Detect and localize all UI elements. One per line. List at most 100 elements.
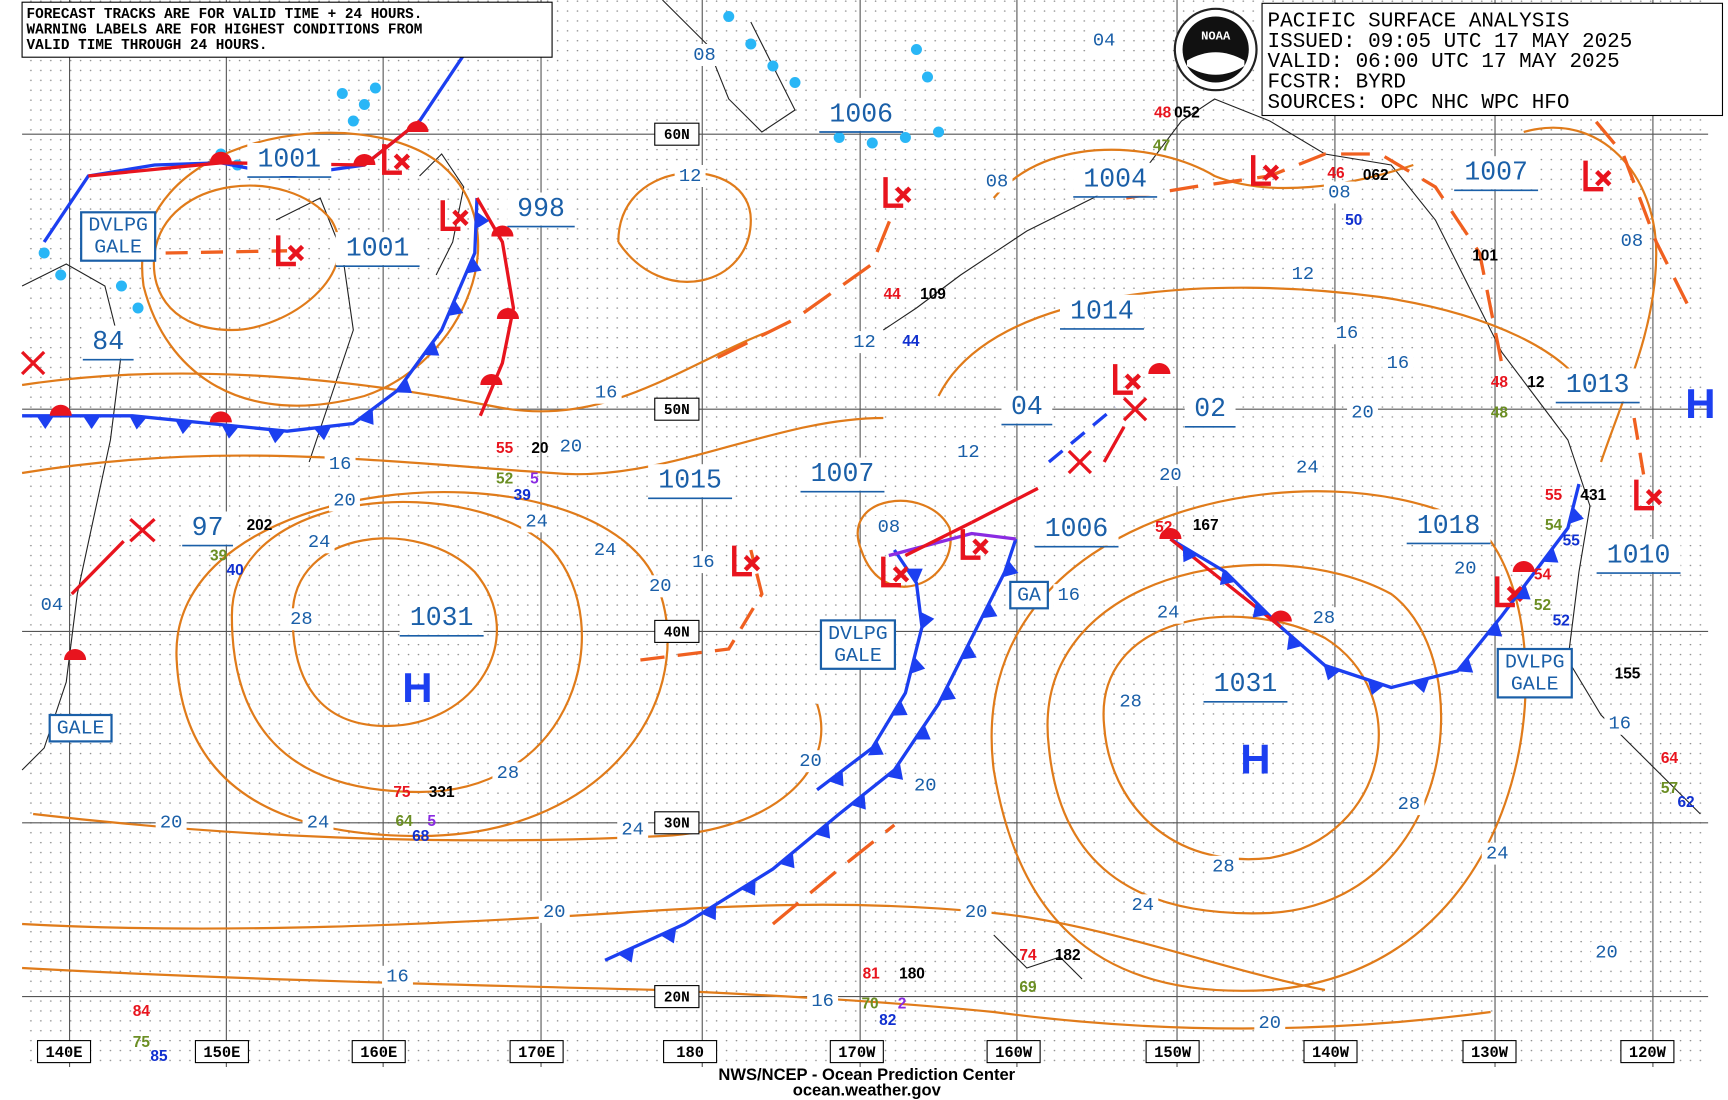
isobar-label-bg — [1347, 401, 1378, 424]
isobar-label-bg — [1323, 181, 1355, 204]
isobar-label-bg — [1481, 842, 1513, 865]
front-symbol — [358, 409, 374, 425]
front-symbol — [828, 770, 844, 787]
info-box — [1261, 2, 1724, 117]
front-symbol — [1412, 678, 1430, 693]
front-symbol — [1003, 560, 1019, 578]
pressure-center: 97 — [192, 513, 224, 543]
isobars — [21, 126, 1658, 1030]
lon-label: 170W — [838, 1044, 876, 1062]
isobar-label: 16 — [595, 382, 618, 404]
isobar-label-bg — [873, 515, 905, 538]
front-symbol — [396, 378, 413, 394]
station-value: 47 — [1153, 137, 1170, 154]
front-symbol — [1182, 546, 1198, 563]
lat-label: 60N — [664, 128, 690, 144]
front-symbol — [1486, 621, 1503, 637]
isobar-label-bg — [1591, 941, 1623, 964]
lat-label-box — [654, 122, 700, 146]
low-symbol — [1112, 364, 1142, 395]
isobar-label: 08 — [986, 170, 1009, 192]
pressure-label-bg — [182, 511, 233, 545]
station-value: 84 — [133, 1003, 151, 1020]
station-value: 81 — [863, 966, 881, 983]
low-symbol — [440, 200, 469, 232]
isobar-label-bg — [1616, 229, 1648, 252]
isobar-label-bg — [1154, 464, 1186, 487]
station-value: 180 — [899, 966, 925, 983]
lon-label-box — [663, 1040, 718, 1064]
low-symbol — [960, 529, 989, 560]
station-value: 5 — [530, 471, 539, 488]
isobar-label: 20 — [1351, 401, 1374, 423]
isobar-label: 20 — [1159, 464, 1182, 486]
isobar-label: 20 — [1259, 1012, 1282, 1034]
lon-label: 140W — [1312, 1044, 1350, 1062]
isobar-label-bg — [1449, 557, 1481, 580]
info-line: VALID: 06:00 UTC 17 MAY 2025 — [1268, 51, 1620, 74]
isobar-label-bg — [1254, 1012, 1286, 1034]
isobar-label-bg — [155, 811, 187, 834]
high-center: H — [1685, 380, 1715, 427]
low-symbol — [883, 177, 912, 208]
isobar-label-bg — [849, 331, 881, 354]
warm-front-symbol — [480, 374, 503, 385]
front-symbol — [914, 724, 931, 740]
isobar-label-bg — [1604, 712, 1636, 735]
station-value: 5 — [427, 813, 436, 830]
warning-box — [1496, 647, 1573, 699]
station-value: 062 — [1363, 167, 1389, 184]
warm-front-symbol — [1148, 363, 1171, 374]
front-symbol — [1542, 547, 1559, 563]
high-center: H — [402, 664, 432, 711]
lon-label-box — [829, 1040, 884, 1064]
lat-label-box — [654, 397, 700, 421]
isobar-label-bg — [909, 774, 941, 797]
pressure-center: 84 — [92, 327, 124, 357]
isobar-label: 16 — [811, 990, 834, 1012]
isobar-label: 08 — [1621, 230, 1644, 252]
pressure-label-bg — [335, 232, 420, 266]
info-line: ISSUED: 09:05 UTC 17 MAY 2025 — [1268, 31, 1633, 54]
isobar-label-bg — [687, 551, 719, 574]
station-value: 52 — [1534, 597, 1551, 614]
lon-label-box — [351, 1040, 406, 1064]
low-symbol — [1634, 479, 1663, 511]
station-value: 20 — [531, 440, 548, 457]
lon-label-box — [194, 1040, 249, 1064]
low-symbol — [1583, 160, 1612, 192]
isobar-label-bg — [1287, 262, 1319, 285]
station-value: 75 — [393, 784, 411, 801]
lat-label-box — [654, 811, 700, 835]
front-symbol — [129, 415, 147, 430]
front-symbol — [981, 602, 998, 619]
low-symbol — [732, 545, 761, 577]
station-value: 68 — [412, 828, 430, 845]
isobar-label: 16 — [1387, 352, 1410, 374]
isobar-label: 12 — [853, 331, 876, 353]
pressure-label-bg — [507, 192, 575, 226]
pressure-center: 04 — [1011, 392, 1043, 422]
isobar-label: 20 — [160, 812, 183, 834]
lon-label-box — [36, 1040, 92, 1064]
front-symbol — [779, 852, 795, 869]
pressure-label-bg — [82, 325, 134, 359]
station-value: 50 — [1345, 212, 1362, 229]
front-symbol — [660, 927, 677, 944]
isobar-label-bg — [285, 608, 317, 631]
pressure-center: 1006 — [829, 99, 893, 129]
isobar-label: 16 — [692, 551, 715, 573]
lon-label: 160E — [360, 1044, 397, 1062]
pressure-label-bg — [1203, 667, 1288, 701]
note-box — [21, 1, 553, 58]
front-symbol — [740, 879, 756, 896]
pressure-label-bg — [800, 457, 885, 491]
station-value: 431 — [1580, 487, 1606, 504]
warm-front-symbol — [64, 649, 87, 660]
station-value: 331 — [429, 784, 455, 801]
front-symbol — [423, 340, 440, 356]
front-symbol — [891, 700, 908, 716]
pressure-center: 998 — [517, 194, 565, 224]
warning-label: GALE — [94, 236, 142, 259]
